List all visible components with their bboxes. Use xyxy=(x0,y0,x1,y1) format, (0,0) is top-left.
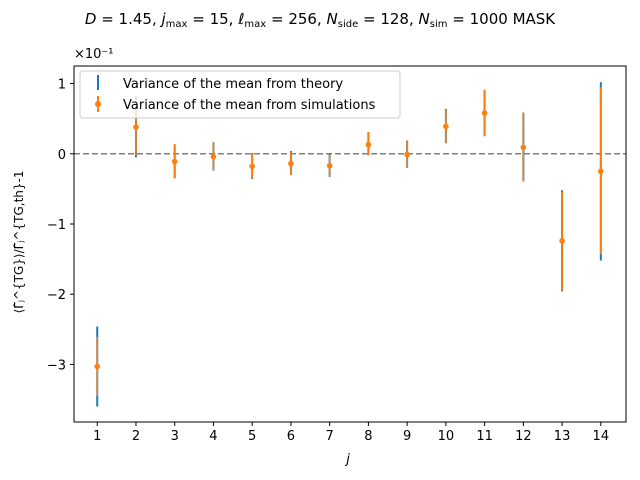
x-tick-label: 13 xyxy=(554,429,571,444)
legend-label-theory: Variance of the mean from theory xyxy=(123,77,343,92)
x-tick-label: 4 xyxy=(209,429,217,444)
simulation-point xyxy=(171,158,178,165)
x-tick-label: 2 xyxy=(132,429,140,444)
simulation-point xyxy=(443,123,449,130)
y-tick-label: −2 xyxy=(47,288,66,303)
simulation-point xyxy=(210,153,217,160)
chart-title: D = 1.45, jmax = 15, ℓmax = 256, Nside =… xyxy=(85,10,556,30)
legend: Variance of the mean from theory Varianc… xyxy=(79,70,401,119)
x-tick-label: 8 xyxy=(364,429,372,444)
legend-box xyxy=(79,70,401,119)
simulation-point xyxy=(365,141,372,148)
x-axis-label: j xyxy=(344,452,350,467)
simulation-point xyxy=(249,163,255,170)
simulation-point xyxy=(288,160,294,167)
axes: 1 2 3 4 5 6 7 8 9 10 11 12 13 14−3−2−101 xyxy=(47,65,627,444)
legend-marker-sim-point xyxy=(95,101,101,107)
x-tick-label: 10 xyxy=(438,429,455,444)
y-axis-label: ⟨Γ̂ⱼ^{TG}⟩/Γ̂ⱼ^{TG,th}-1 xyxy=(12,171,26,314)
y-tick-label: −1 xyxy=(47,218,66,233)
x-tick-label: 14 xyxy=(593,429,610,444)
x-tick-label: 11 xyxy=(476,429,493,444)
simulation-point xyxy=(520,144,527,151)
simulation-point xyxy=(94,363,101,370)
x-tick-label: 12 xyxy=(515,429,532,444)
y-tick-label: 0 xyxy=(58,148,66,163)
plot-area xyxy=(74,82,626,407)
legend-label-sim: Variance of the mean from simulations xyxy=(123,98,376,113)
y-tick-label: 1 xyxy=(58,78,66,93)
x-tick-label: 3 xyxy=(171,429,179,444)
y-scale-label: ×10⁻¹ xyxy=(74,47,114,62)
simulation-point xyxy=(559,238,565,244)
x-tick-label: 6 xyxy=(287,429,295,444)
simulation-point xyxy=(404,151,410,158)
axes-frame xyxy=(73,65,627,423)
x-tick-label: 7 xyxy=(326,429,334,444)
simulation-point xyxy=(598,168,604,175)
x-tick-label: 9 xyxy=(403,429,411,444)
simulation-point xyxy=(133,124,139,130)
simulation-point xyxy=(481,110,488,116)
x-tick-label: 1 xyxy=(93,429,101,444)
simulation-point xyxy=(326,162,333,169)
x-tick-label: 5 xyxy=(248,429,256,444)
y-tick-label: −3 xyxy=(47,358,66,373)
